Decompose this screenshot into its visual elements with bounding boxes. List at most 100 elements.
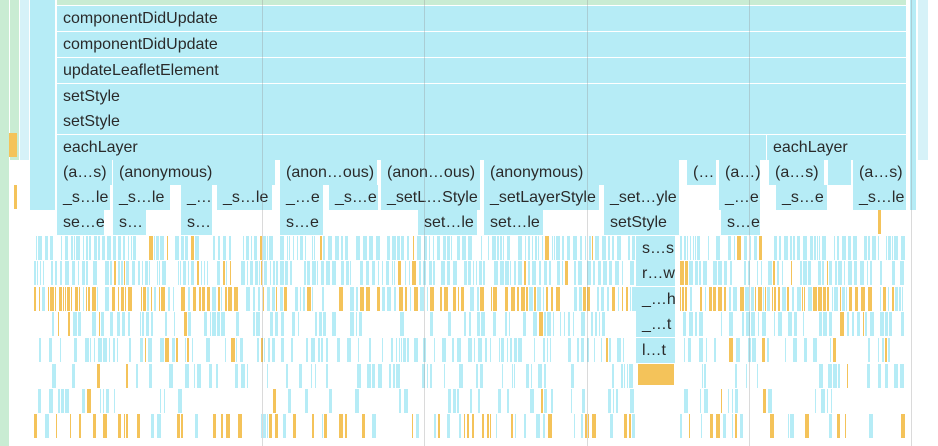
leaf-frame-stripe[interactable] — [599, 312, 600, 336]
leaf-frame-stripe[interactable] — [544, 312, 546, 336]
leaf-frame-stripe[interactable] — [697, 236, 700, 260]
leaf-frame-stripe[interactable] — [267, 364, 268, 388]
leaf-frame-stripe[interactable] — [181, 414, 183, 438]
leaf-frame-stripe[interactable] — [246, 236, 249, 260]
leaf-frame-stripe[interactable] — [778, 287, 780, 311]
leaf-frame-stripe[interactable] — [185, 338, 186, 362]
leaf-frame-stripe[interactable] — [443, 236, 446, 260]
frame-setStyle-leaf[interactable]: setStyle — [604, 210, 680, 236]
leaf-frame-stripe[interactable] — [225, 287, 227, 311]
leaf-frame-stripe[interactable] — [894, 364, 898, 388]
leaf-frame-stripe[interactable] — [521, 287, 525, 311]
leaf-frame-stripe[interactable] — [187, 338, 189, 362]
leaf-frame-stripe[interactable] — [441, 261, 445, 285]
leaf-frame-stripe[interactable] — [156, 236, 159, 260]
leaf-frame-stripe[interactable] — [831, 389, 832, 413]
leaf-frame-stripe[interactable] — [792, 287, 794, 311]
leaf-frame-stripe[interactable] — [275, 312, 278, 336]
leaf-frame-stripe[interactable] — [382, 261, 383, 285]
leaf-frame-stripe[interactable] — [34, 261, 36, 285]
leaf-frame-stripe[interactable] — [818, 261, 821, 285]
leaf-frame-stripe[interactable] — [774, 312, 775, 336]
leaf-frame-stripe[interactable] — [281, 312, 284, 336]
leaf-frame-stripe[interactable] — [45, 236, 48, 260]
leaf-frame-stripe[interactable] — [103, 389, 104, 413]
leaf-frame-stripe[interactable] — [253, 287, 255, 311]
leaf-frame-stripe[interactable] — [142, 261, 143, 285]
frame-anonymous[interactable]: (a…s) — [769, 160, 825, 186]
leaf-frame-stripe[interactable] — [587, 287, 590, 311]
leaf-frame-stripe[interactable] — [713, 287, 716, 311]
leaf-frame-stripe[interactable] — [300, 287, 301, 311]
leaf-frame-stripe[interactable] — [819, 236, 820, 260]
leaf-frame-stripe[interactable] — [68, 312, 70, 336]
leaf-frame-stripe[interactable] — [147, 287, 149, 311]
leaf-frame-stripe[interactable] — [690, 287, 692, 311]
leaf-frame-stripe[interactable] — [848, 261, 852, 285]
leaf-frame-stripe[interactable] — [93, 261, 97, 285]
leaf-frame-stripe[interactable] — [251, 236, 252, 260]
leaf-frame-stripe[interactable] — [89, 236, 91, 260]
leaf-frame-stripe[interactable] — [885, 312, 888, 336]
leaf-frame-stripe[interactable] — [613, 389, 614, 413]
leaf-frame-stripe[interactable] — [405, 287, 407, 311]
leaf-frame-stripe[interactable] — [50, 236, 53, 260]
leaf-frame-stripe[interactable] — [65, 287, 66, 311]
leaf-frame-stripe[interactable] — [105, 287, 109, 311]
leaf-frame-stripe[interactable] — [705, 287, 706, 311]
leaf-frame-stripe[interactable] — [579, 287, 582, 311]
leaf-frame-stripe[interactable] — [311, 364, 312, 388]
leaf-frame-stripe[interactable] — [472, 414, 474, 438]
leaf-frame-stripe[interactable] — [307, 287, 311, 311]
leaf-frame-stripe[interactable] — [440, 287, 442, 311]
frame-setLayerStyle[interactable]: _s…le — [217, 185, 273, 211]
leaf-frame-stripe[interactable] — [822, 236, 826, 260]
leaf-frame-stripe[interactable] — [612, 236, 614, 260]
leaf-frame-stripe[interactable] — [601, 338, 602, 362]
leaf-frame-stripe[interactable] — [509, 312, 510, 336]
leaf-frame-stripe[interactable] — [52, 312, 54, 336]
leaf-frame-stripe[interactable] — [499, 338, 500, 362]
leaf-frame-stripe[interactable] — [42, 287, 45, 311]
leaf-frame-stripe[interactable] — [148, 338, 152, 362]
leaf-frame-stripe[interactable] — [750, 236, 751, 260]
leaf-frame-stripe[interactable] — [899, 287, 901, 311]
leaf-frame-stripe[interactable] — [419, 261, 421, 285]
leaf-frame-stripe[interactable] — [204, 261, 205, 285]
leaf-frame-stripe[interactable] — [92, 287, 96, 311]
leaf-frame-stripe[interactable] — [834, 287, 838, 311]
leaf-frame-stripe[interactable] — [808, 261, 811, 285]
leaf-frame-stripe[interactable] — [430, 287, 434, 311]
leaf-frame-stripe[interactable] — [273, 389, 276, 413]
leaf-frame-stripe[interactable] — [814, 236, 816, 260]
leaf-frame-stripe[interactable] — [805, 414, 809, 438]
leaf-frame-stripe[interactable] — [503, 236, 504, 260]
leaf-frame-stripe[interactable] — [124, 414, 125, 438]
leaf-frame-stripe[interactable] — [303, 287, 305, 311]
leaf-frame-stripe[interactable] — [65, 236, 68, 260]
frame-setLayerStyle[interactable]: _s…le — [113, 185, 171, 211]
frame-anonymous[interactable] — [828, 160, 852, 186]
leaf-frame-stripe[interactable] — [194, 364, 195, 388]
leaf-frame-stripe[interactable] — [729, 287, 731, 311]
leaf-frame-stripe[interactable] — [622, 261, 623, 285]
leaf-frame-stripe[interactable] — [140, 338, 143, 362]
leaf-frame-stripe[interactable] — [714, 338, 716, 362]
leaf-frame-stripe[interactable] — [767, 338, 769, 362]
leaf-frame-stripe[interactable] — [497, 236, 499, 260]
leaf-frame-stripe[interactable] — [724, 261, 727, 285]
leaf-frame-stripe[interactable] — [347, 338, 351, 362]
leaf-frame-stripe[interactable] — [894, 236, 898, 260]
leaf-frame-stripe[interactable] — [311, 338, 315, 362]
leaf-frame-stripe[interactable] — [583, 287, 586, 311]
leaf-frame-stripe[interactable] — [423, 261, 426, 285]
leaf-frame-stripe[interactable] — [407, 338, 409, 362]
leaf-frame-stripe[interactable] — [868, 236, 870, 260]
leaf-frame-stripe[interactable] — [746, 364, 747, 388]
leaf-frame-stripe[interactable] — [538, 236, 539, 260]
frame-setLayerStyle[interactable]: _s…le — [853, 185, 907, 211]
leaf-frame-stripe[interactable] — [369, 338, 371, 362]
leaf-frame-stripe[interactable] — [554, 236, 555, 260]
leaf-frame-stripe[interactable] — [578, 261, 582, 285]
